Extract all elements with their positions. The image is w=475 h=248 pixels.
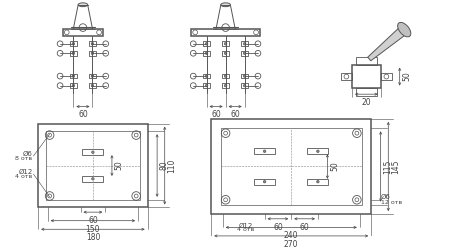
Bar: [46, 131, 140, 200]
Ellipse shape: [398, 22, 411, 37]
Bar: [203, 51, 210, 56]
Text: 60: 60: [300, 223, 309, 232]
Bar: [241, 74, 248, 78]
Text: Ø12: Ø12: [18, 169, 32, 175]
Bar: [352, 65, 380, 89]
Bar: [89, 74, 96, 78]
Bar: [89, 83, 96, 88]
Text: 80: 80: [160, 161, 169, 170]
Bar: [70, 41, 77, 46]
Circle shape: [224, 42, 227, 45]
Text: 4 отв: 4 отв: [237, 227, 254, 232]
Bar: [203, 83, 210, 88]
Text: Ø6: Ø6: [23, 151, 32, 157]
Circle shape: [205, 75, 208, 77]
Ellipse shape: [221, 3, 230, 7]
Bar: [38, 124, 148, 207]
Bar: [70, 83, 77, 88]
Text: 8 отв: 8 отв: [15, 156, 32, 161]
Bar: [380, 73, 392, 80]
Circle shape: [243, 84, 246, 87]
Bar: [191, 29, 260, 36]
Circle shape: [205, 42, 208, 45]
Circle shape: [72, 75, 75, 77]
Circle shape: [243, 52, 246, 55]
Circle shape: [91, 42, 94, 45]
Bar: [211, 119, 371, 214]
Text: 50: 50: [330, 162, 339, 171]
Text: 50: 50: [115, 161, 124, 170]
Bar: [254, 179, 275, 185]
Circle shape: [72, 52, 75, 55]
Text: 60: 60: [273, 223, 283, 232]
Bar: [221, 128, 361, 205]
Bar: [203, 74, 210, 78]
Text: 20: 20: [361, 98, 371, 107]
Bar: [241, 41, 248, 46]
Bar: [222, 51, 229, 56]
Bar: [203, 41, 210, 46]
Circle shape: [205, 84, 208, 87]
Bar: [241, 83, 248, 88]
Text: 4 отв: 4 отв: [15, 174, 32, 180]
Bar: [307, 179, 328, 185]
Text: 150: 150: [86, 224, 100, 234]
Bar: [356, 89, 377, 96]
Circle shape: [263, 181, 266, 183]
Circle shape: [72, 42, 75, 45]
Text: 145: 145: [391, 159, 400, 174]
Text: 60: 60: [211, 110, 221, 119]
Circle shape: [92, 151, 94, 154]
Bar: [341, 73, 352, 80]
Text: Ø6: Ø6: [380, 194, 390, 200]
Circle shape: [91, 84, 94, 87]
Circle shape: [317, 150, 319, 153]
Text: 270: 270: [284, 240, 298, 248]
Bar: [222, 83, 229, 88]
Circle shape: [91, 52, 94, 55]
Text: 60: 60: [88, 216, 98, 225]
Ellipse shape: [78, 3, 88, 7]
Text: 110: 110: [168, 158, 177, 173]
Bar: [241, 51, 248, 56]
Circle shape: [91, 75, 94, 77]
Circle shape: [263, 150, 266, 153]
Bar: [222, 41, 229, 46]
Bar: [356, 57, 377, 65]
Bar: [89, 41, 96, 46]
Bar: [222, 74, 229, 78]
Text: 240: 240: [284, 231, 298, 240]
Text: 12 отв: 12 отв: [380, 200, 402, 205]
Circle shape: [243, 75, 246, 77]
Circle shape: [224, 75, 227, 77]
Circle shape: [317, 181, 319, 183]
Bar: [70, 74, 77, 78]
Bar: [307, 148, 328, 154]
Bar: [63, 29, 103, 36]
Circle shape: [72, 84, 75, 87]
Text: 60: 60: [78, 110, 88, 119]
Bar: [83, 149, 104, 155]
Circle shape: [224, 52, 227, 55]
Text: 50: 50: [402, 72, 411, 81]
Circle shape: [243, 42, 246, 45]
Polygon shape: [368, 28, 405, 61]
Bar: [83, 176, 104, 182]
Text: 60: 60: [230, 110, 240, 119]
Text: 180: 180: [86, 233, 100, 242]
Circle shape: [92, 178, 94, 180]
Text: 115: 115: [383, 159, 392, 174]
Bar: [70, 51, 77, 56]
Bar: [254, 148, 275, 154]
Circle shape: [224, 84, 227, 87]
Circle shape: [205, 52, 208, 55]
Text: Ø12: Ø12: [238, 223, 253, 229]
Bar: [89, 51, 96, 56]
